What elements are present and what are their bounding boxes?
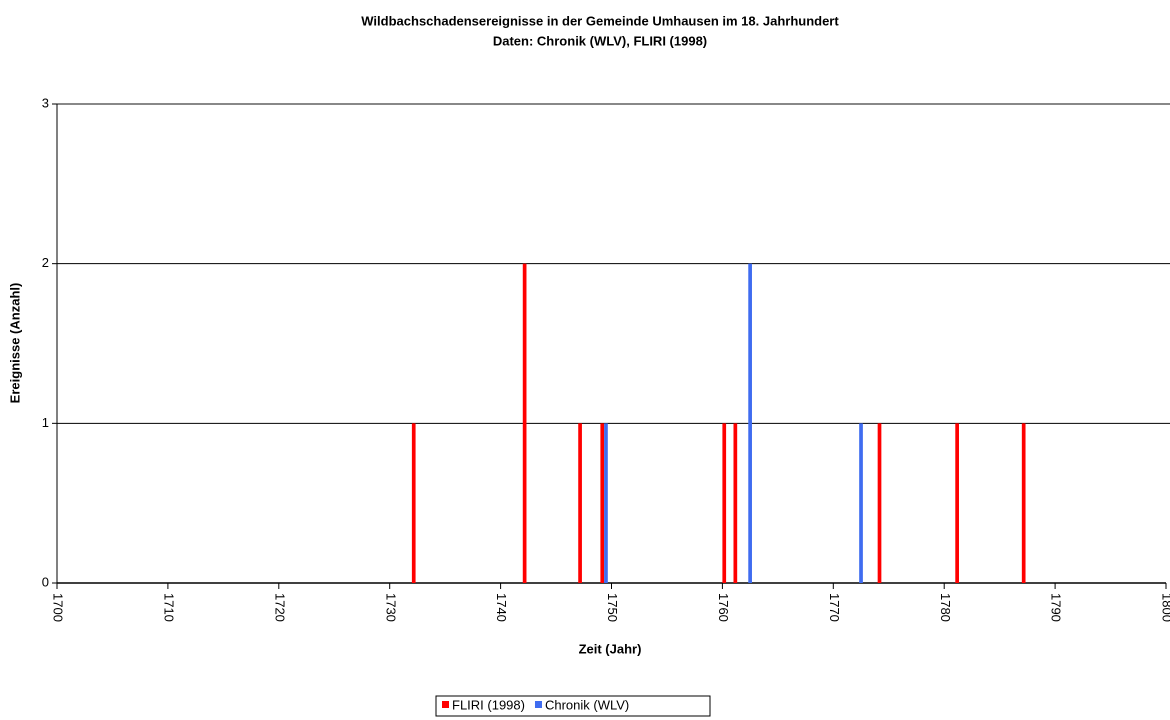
legend-swatch (534, 701, 542, 708)
bar (1021, 423, 1026, 583)
legend-label: Chronik (WLV) (545, 697, 629, 712)
bar (859, 423, 863, 583)
y-tick-label: 3 (42, 95, 49, 110)
legend-swatch (442, 701, 449, 708)
legend-box (435, 695, 711, 717)
bar (578, 423, 582, 583)
x-tick-label: 1710 (161, 593, 176, 622)
x-tick-label: 1750 (605, 593, 620, 622)
legend-label: FLIRI (1998) (452, 697, 525, 712)
bar (411, 423, 416, 583)
x-tick-label: 1760 (716, 593, 731, 622)
x-tick-label: 1790 (1049, 593, 1064, 622)
x-tick-label: 1700 (51, 593, 66, 622)
bar (522, 263, 527, 583)
x-tick-label: 1800 (1160, 593, 1170, 622)
bar (600, 423, 605, 583)
bar (722, 423, 727, 583)
bar (955, 423, 959, 583)
bar (604, 423, 608, 583)
y-tick-label: 2 (42, 255, 49, 270)
bar (733, 423, 738, 583)
bar (748, 263, 752, 583)
x-tick-label: 1780 (938, 593, 953, 622)
x-tick-label: 1740 (494, 593, 509, 622)
x-tick-label: 1720 (272, 593, 287, 622)
bar (877, 423, 882, 583)
chart-title: Wildbachschadensereignisse in der Gemein… (361, 13, 839, 28)
y-axis-label: Ereignisse (Anzahl) (7, 283, 22, 404)
y-tick-label: 1 (42, 415, 49, 430)
y-tick-label: 0 (42, 574, 49, 589)
x-tick-label: 1770 (827, 593, 842, 622)
x-axis-label: Zeit (Jahr) (579, 641, 642, 656)
x-tick-label: 1730 (383, 593, 398, 622)
chart-subtitle: Daten: Chronik (WLV), FLIRI (1998) (493, 33, 707, 48)
